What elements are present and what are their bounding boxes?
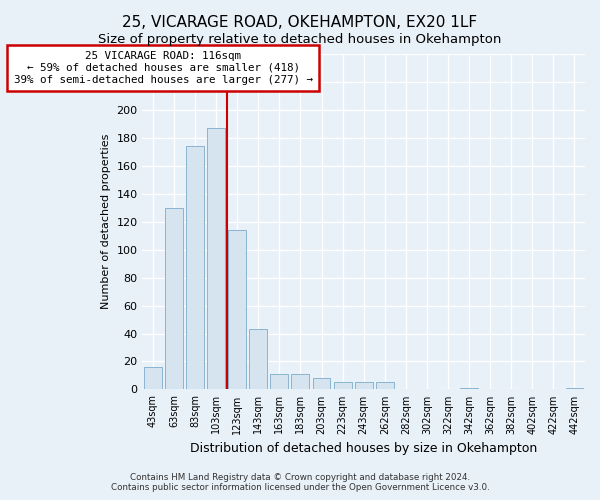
Text: Size of property relative to detached houses in Okehampton: Size of property relative to detached ho… — [98, 32, 502, 46]
Bar — [313, 378, 331, 390]
Bar — [144, 367, 162, 390]
Bar — [334, 382, 352, 390]
X-axis label: Distribution of detached houses by size in Okehampton: Distribution of detached houses by size … — [190, 442, 538, 455]
Bar — [355, 382, 373, 390]
Bar — [207, 128, 225, 390]
Text: 25, VICARAGE ROAD, OKEHAMPTON, EX20 1LF: 25, VICARAGE ROAD, OKEHAMPTON, EX20 1LF — [122, 15, 478, 30]
Bar — [376, 382, 394, 390]
Y-axis label: Number of detached properties: Number of detached properties — [101, 134, 110, 310]
Bar — [271, 374, 289, 390]
Bar — [186, 146, 204, 390]
Text: Contains HM Land Registry data © Crown copyright and database right 2024.
Contai: Contains HM Land Registry data © Crown c… — [110, 473, 490, 492]
Bar — [460, 388, 478, 390]
Text: 25 VICARAGE ROAD: 116sqm
← 59% of detached houses are smaller (418)
39% of semi-: 25 VICARAGE ROAD: 116sqm ← 59% of detach… — [14, 52, 313, 84]
Bar — [250, 330, 267, 390]
Bar — [228, 230, 246, 390]
Bar — [292, 374, 310, 390]
Bar — [566, 388, 583, 390]
Bar — [165, 208, 183, 390]
